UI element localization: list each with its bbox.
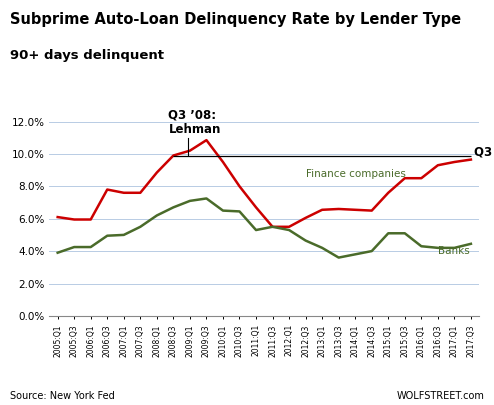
Text: 90+ days delinquent: 90+ days delinquent	[10, 49, 164, 62]
Text: Q3 ’17: Q3 ’17	[474, 146, 494, 159]
Text: Q3 ’08:
Lehman: Q3 ’08: Lehman	[168, 108, 221, 136]
Text: Source: New York Fed: Source: New York Fed	[10, 391, 115, 401]
Text: WOLFSTREET.com: WOLFSTREET.com	[396, 391, 484, 401]
Text: Finance companies: Finance companies	[306, 168, 406, 179]
Text: Subprime Auto-Loan Delinquency Rate by Lender Type: Subprime Auto-Loan Delinquency Rate by L…	[10, 12, 461, 27]
Text: Banks: Banks	[438, 246, 470, 256]
